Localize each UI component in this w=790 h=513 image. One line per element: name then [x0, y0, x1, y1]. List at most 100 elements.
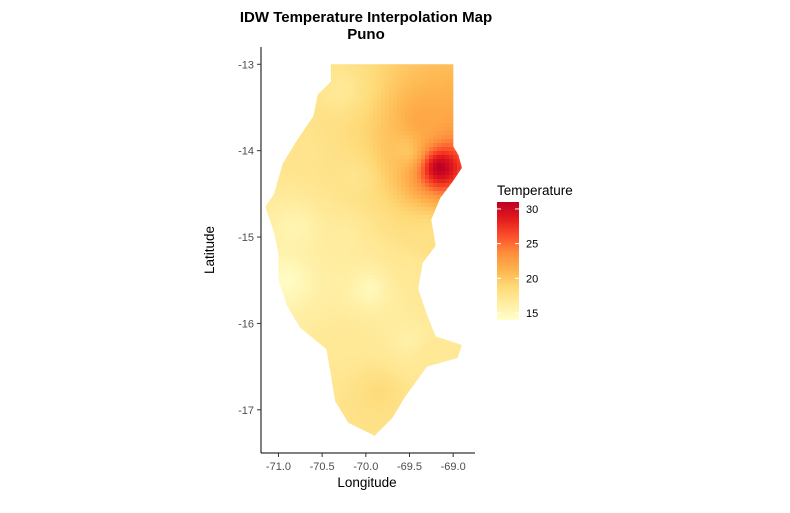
raster-cell	[345, 303, 350, 308]
raster-cell	[393, 267, 398, 272]
raster-cell	[281, 107, 286, 112]
raster-cell	[305, 227, 310, 232]
raster-cell	[325, 171, 330, 176]
raster-cell	[401, 307, 406, 312]
raster-cell	[285, 79, 290, 84]
raster-cell	[365, 79, 370, 84]
raster-cell	[317, 331, 322, 336]
raster-cell	[301, 83, 306, 88]
raster-cell	[333, 223, 338, 228]
raster-cell	[285, 351, 290, 356]
raster-cell	[385, 215, 390, 220]
raster-cell	[381, 147, 386, 152]
raster-cell	[349, 135, 354, 140]
raster-cell	[469, 219, 474, 224]
raster-cell	[389, 287, 394, 292]
raster-cell	[473, 207, 478, 212]
raster-cell	[337, 239, 342, 244]
raster-cell	[301, 243, 306, 248]
raster-cell	[269, 259, 274, 264]
raster-cell	[433, 211, 438, 216]
raster-cell	[449, 143, 454, 148]
raster-cell	[381, 135, 386, 140]
raster-cell	[433, 243, 438, 248]
raster-cell	[429, 219, 434, 224]
raster-cell	[333, 299, 338, 304]
raster-cell	[469, 315, 474, 320]
raster-cell	[353, 75, 358, 80]
raster-cell	[265, 283, 270, 288]
raster-cell	[433, 123, 438, 128]
raster-cell	[281, 399, 286, 404]
raster-cell	[429, 315, 434, 320]
raster-cell	[457, 123, 462, 128]
raster-cell	[349, 315, 354, 320]
raster-cell	[405, 203, 410, 208]
raster-cell	[421, 195, 426, 200]
raster-cell	[325, 383, 330, 388]
raster-cell	[417, 151, 422, 156]
raster-cell	[277, 167, 282, 172]
raster-cell	[441, 227, 446, 232]
raster-cell	[465, 195, 470, 200]
raster-cell	[345, 91, 350, 96]
raster-cell	[341, 159, 346, 164]
raster-cell	[441, 231, 446, 236]
raster-cell	[389, 279, 394, 284]
raster-cell	[469, 111, 474, 116]
raster-cell	[381, 383, 386, 388]
raster-cell	[285, 199, 290, 204]
raster-cell	[389, 263, 394, 268]
raster-cell	[273, 163, 278, 168]
raster-cell	[349, 279, 354, 284]
raster-cell	[437, 319, 442, 324]
raster-cell	[273, 64, 278, 68]
raster-cell	[441, 359, 446, 364]
raster-cell	[365, 135, 370, 140]
raster-cell	[433, 343, 438, 348]
raster-cell	[285, 139, 290, 144]
raster-cell	[377, 371, 382, 376]
raster-cell	[473, 87, 478, 92]
raster-cell	[341, 119, 346, 124]
raster-cell	[297, 83, 302, 88]
raster-cell	[325, 347, 330, 352]
raster-cell	[317, 403, 322, 408]
raster-cell	[357, 287, 362, 292]
raster-cell	[369, 83, 374, 88]
raster-cell	[353, 303, 358, 308]
raster-cell	[373, 403, 378, 408]
raster-cell	[309, 211, 314, 216]
raster-cell	[349, 151, 354, 156]
raster-cell	[265, 403, 266, 408]
raster-cell	[305, 175, 310, 180]
raster-cell	[465, 403, 470, 408]
raster-cell	[265, 131, 266, 136]
raster-cell	[473, 91, 478, 96]
raster-cell	[277, 331, 282, 336]
raster-cell	[457, 315, 462, 320]
raster-cell	[309, 399, 314, 404]
raster-cell	[369, 275, 374, 280]
raster-cell	[301, 139, 306, 144]
raster-cell	[265, 359, 270, 364]
raster-cell	[405, 303, 410, 308]
raster-cell	[437, 167, 442, 172]
raster-cell	[313, 363, 318, 368]
raster-cell	[313, 59, 318, 64]
raster-cell	[269, 99, 274, 104]
raster-cell	[333, 219, 338, 224]
raster-cell	[361, 375, 366, 380]
raster-cell	[329, 227, 334, 232]
raster-cell	[285, 195, 290, 200]
raster-cell	[401, 303, 406, 308]
raster-cell	[281, 259, 286, 264]
raster-cell	[401, 259, 406, 264]
raster-cell	[437, 147, 442, 152]
raster-cell	[297, 95, 302, 100]
raster-cell	[381, 51, 386, 56]
raster-cell	[273, 223, 278, 228]
raster-cell	[337, 359, 342, 364]
raster-cell	[405, 64, 410, 68]
raster-cell	[317, 407, 322, 412]
